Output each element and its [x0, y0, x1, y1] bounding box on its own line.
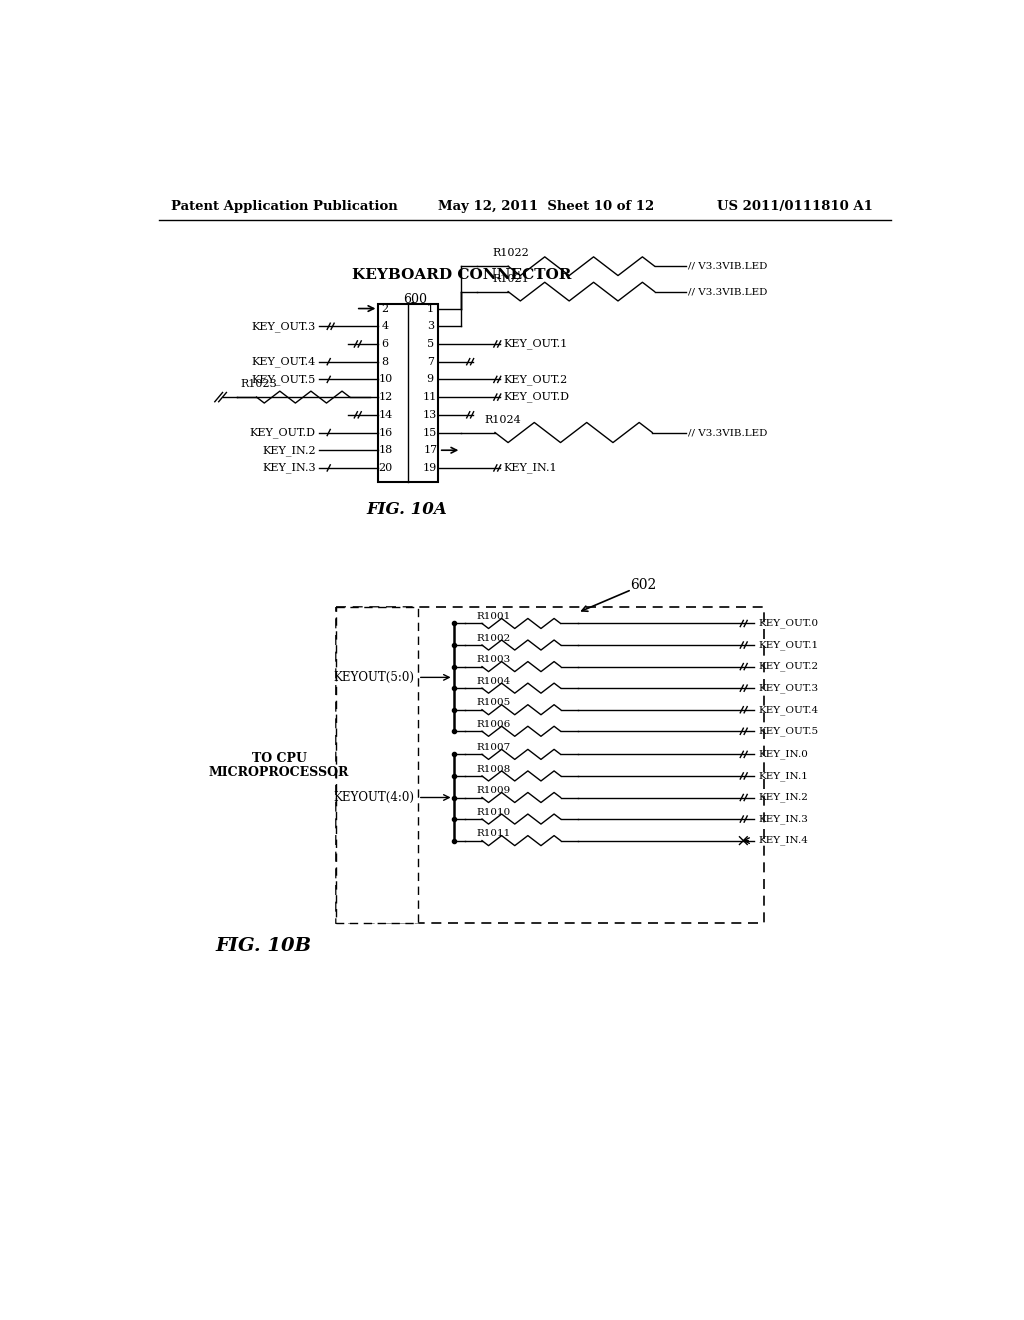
- Bar: [336, 607, 764, 923]
- Text: FIG. 10B: FIG. 10B: [216, 937, 311, 956]
- Text: KEY_OUT.3: KEY_OUT.3: [758, 684, 818, 693]
- Text: R1011: R1011: [477, 829, 511, 838]
- Text: // V3.3VIB.LED: // V3.3VIB.LED: [688, 428, 768, 437]
- Text: R1022: R1022: [493, 248, 529, 259]
- Text: 20: 20: [378, 463, 392, 473]
- Text: R1008: R1008: [477, 764, 511, 774]
- Text: 13: 13: [423, 409, 437, 420]
- Bar: [336, 607, 418, 923]
- Text: KEY_OUT.2: KEY_OUT.2: [503, 374, 567, 384]
- Text: KEY_OUT.2: KEY_OUT.2: [758, 661, 818, 672]
- Text: KEY_OUT.3: KEY_OUT.3: [251, 321, 315, 331]
- Text: TO CPU: TO CPU: [252, 752, 306, 766]
- Text: 6: 6: [382, 339, 389, 348]
- Text: // V3.3VIB.LED: // V3.3VIB.LED: [688, 288, 768, 296]
- Text: R1021: R1021: [493, 275, 529, 284]
- Text: R1006: R1006: [477, 719, 511, 729]
- Text: KEYOUT(5:0): KEYOUT(5:0): [333, 671, 414, 684]
- Text: 5: 5: [427, 339, 434, 348]
- Text: KEY_IN.1: KEY_IN.1: [758, 771, 808, 781]
- Text: KEY_OUT.1: KEY_OUT.1: [503, 339, 567, 350]
- Text: KEYOUT(4:0): KEYOUT(4:0): [333, 791, 414, 804]
- Text: 602: 602: [630, 578, 656, 591]
- Text: 7: 7: [427, 356, 434, 367]
- Text: May 12, 2011  Sheet 10 of 12: May 12, 2011 Sheet 10 of 12: [438, 199, 654, 213]
- Text: MICROPROCESSOR: MICROPROCESSOR: [209, 766, 349, 779]
- Text: KEY_OUT.4: KEY_OUT.4: [758, 705, 818, 714]
- Text: KEY_OUT.5: KEY_OUT.5: [251, 374, 315, 384]
- Text: R1024: R1024: [484, 414, 521, 425]
- Text: FIG. 10A: FIG. 10A: [367, 502, 447, 517]
- Text: 14: 14: [378, 409, 392, 420]
- Text: 18: 18: [378, 445, 392, 455]
- Text: KEY_OUT.D: KEY_OUT.D: [503, 392, 569, 403]
- Text: R1002: R1002: [477, 634, 511, 643]
- Text: KEYBOARD CONNECTOR: KEYBOARD CONNECTOR: [351, 268, 571, 282]
- Text: 12: 12: [378, 392, 392, 403]
- Text: R1007: R1007: [477, 743, 511, 752]
- Bar: [378, 304, 438, 482]
- Text: 1: 1: [427, 304, 434, 314]
- Text: // V3.3VIB.LED: // V3.3VIB.LED: [688, 261, 768, 271]
- Text: 15: 15: [423, 428, 437, 437]
- Text: KEY_IN.3: KEY_IN.3: [262, 462, 315, 474]
- Text: 2: 2: [382, 304, 389, 314]
- Text: KEY_IN.4: KEY_IN.4: [758, 836, 808, 846]
- Text: KEY_OUT.4: KEY_OUT.4: [251, 356, 315, 367]
- Text: KEY_IN.2: KEY_IN.2: [758, 792, 808, 803]
- Text: R1023: R1023: [241, 379, 278, 389]
- Text: KEY_OUT.1: KEY_OUT.1: [758, 640, 818, 649]
- Text: 9: 9: [427, 375, 434, 384]
- Text: R1003: R1003: [477, 655, 511, 664]
- Text: R1005: R1005: [477, 698, 511, 708]
- Text: R1010: R1010: [477, 808, 511, 817]
- Text: Patent Application Publication: Patent Application Publication: [171, 199, 397, 213]
- Text: KEY_OUT.0: KEY_OUT.0: [758, 619, 818, 628]
- Text: KEY_OUT.D: KEY_OUT.D: [250, 428, 315, 438]
- Text: 19: 19: [423, 463, 437, 473]
- Text: 17: 17: [423, 445, 437, 455]
- Text: 16: 16: [378, 428, 392, 437]
- Text: 8: 8: [382, 356, 389, 367]
- Text: 11: 11: [423, 392, 437, 403]
- Text: 600: 600: [402, 293, 427, 306]
- Text: R1004: R1004: [477, 677, 511, 686]
- Text: 4: 4: [382, 321, 389, 331]
- Text: KEY_IN.1: KEY_IN.1: [503, 462, 557, 474]
- Text: KEY_IN.3: KEY_IN.3: [758, 814, 808, 824]
- Text: KEY_IN.2: KEY_IN.2: [262, 445, 315, 455]
- Text: KEY_OUT.5: KEY_OUT.5: [758, 726, 818, 737]
- Text: 10: 10: [378, 375, 392, 384]
- Text: R1009: R1009: [477, 787, 511, 795]
- Text: 3: 3: [427, 321, 434, 331]
- Text: R1001: R1001: [477, 612, 511, 622]
- Text: US 2011/0111810 A1: US 2011/0111810 A1: [717, 199, 872, 213]
- Text: KEY_IN.0: KEY_IN.0: [758, 750, 808, 759]
